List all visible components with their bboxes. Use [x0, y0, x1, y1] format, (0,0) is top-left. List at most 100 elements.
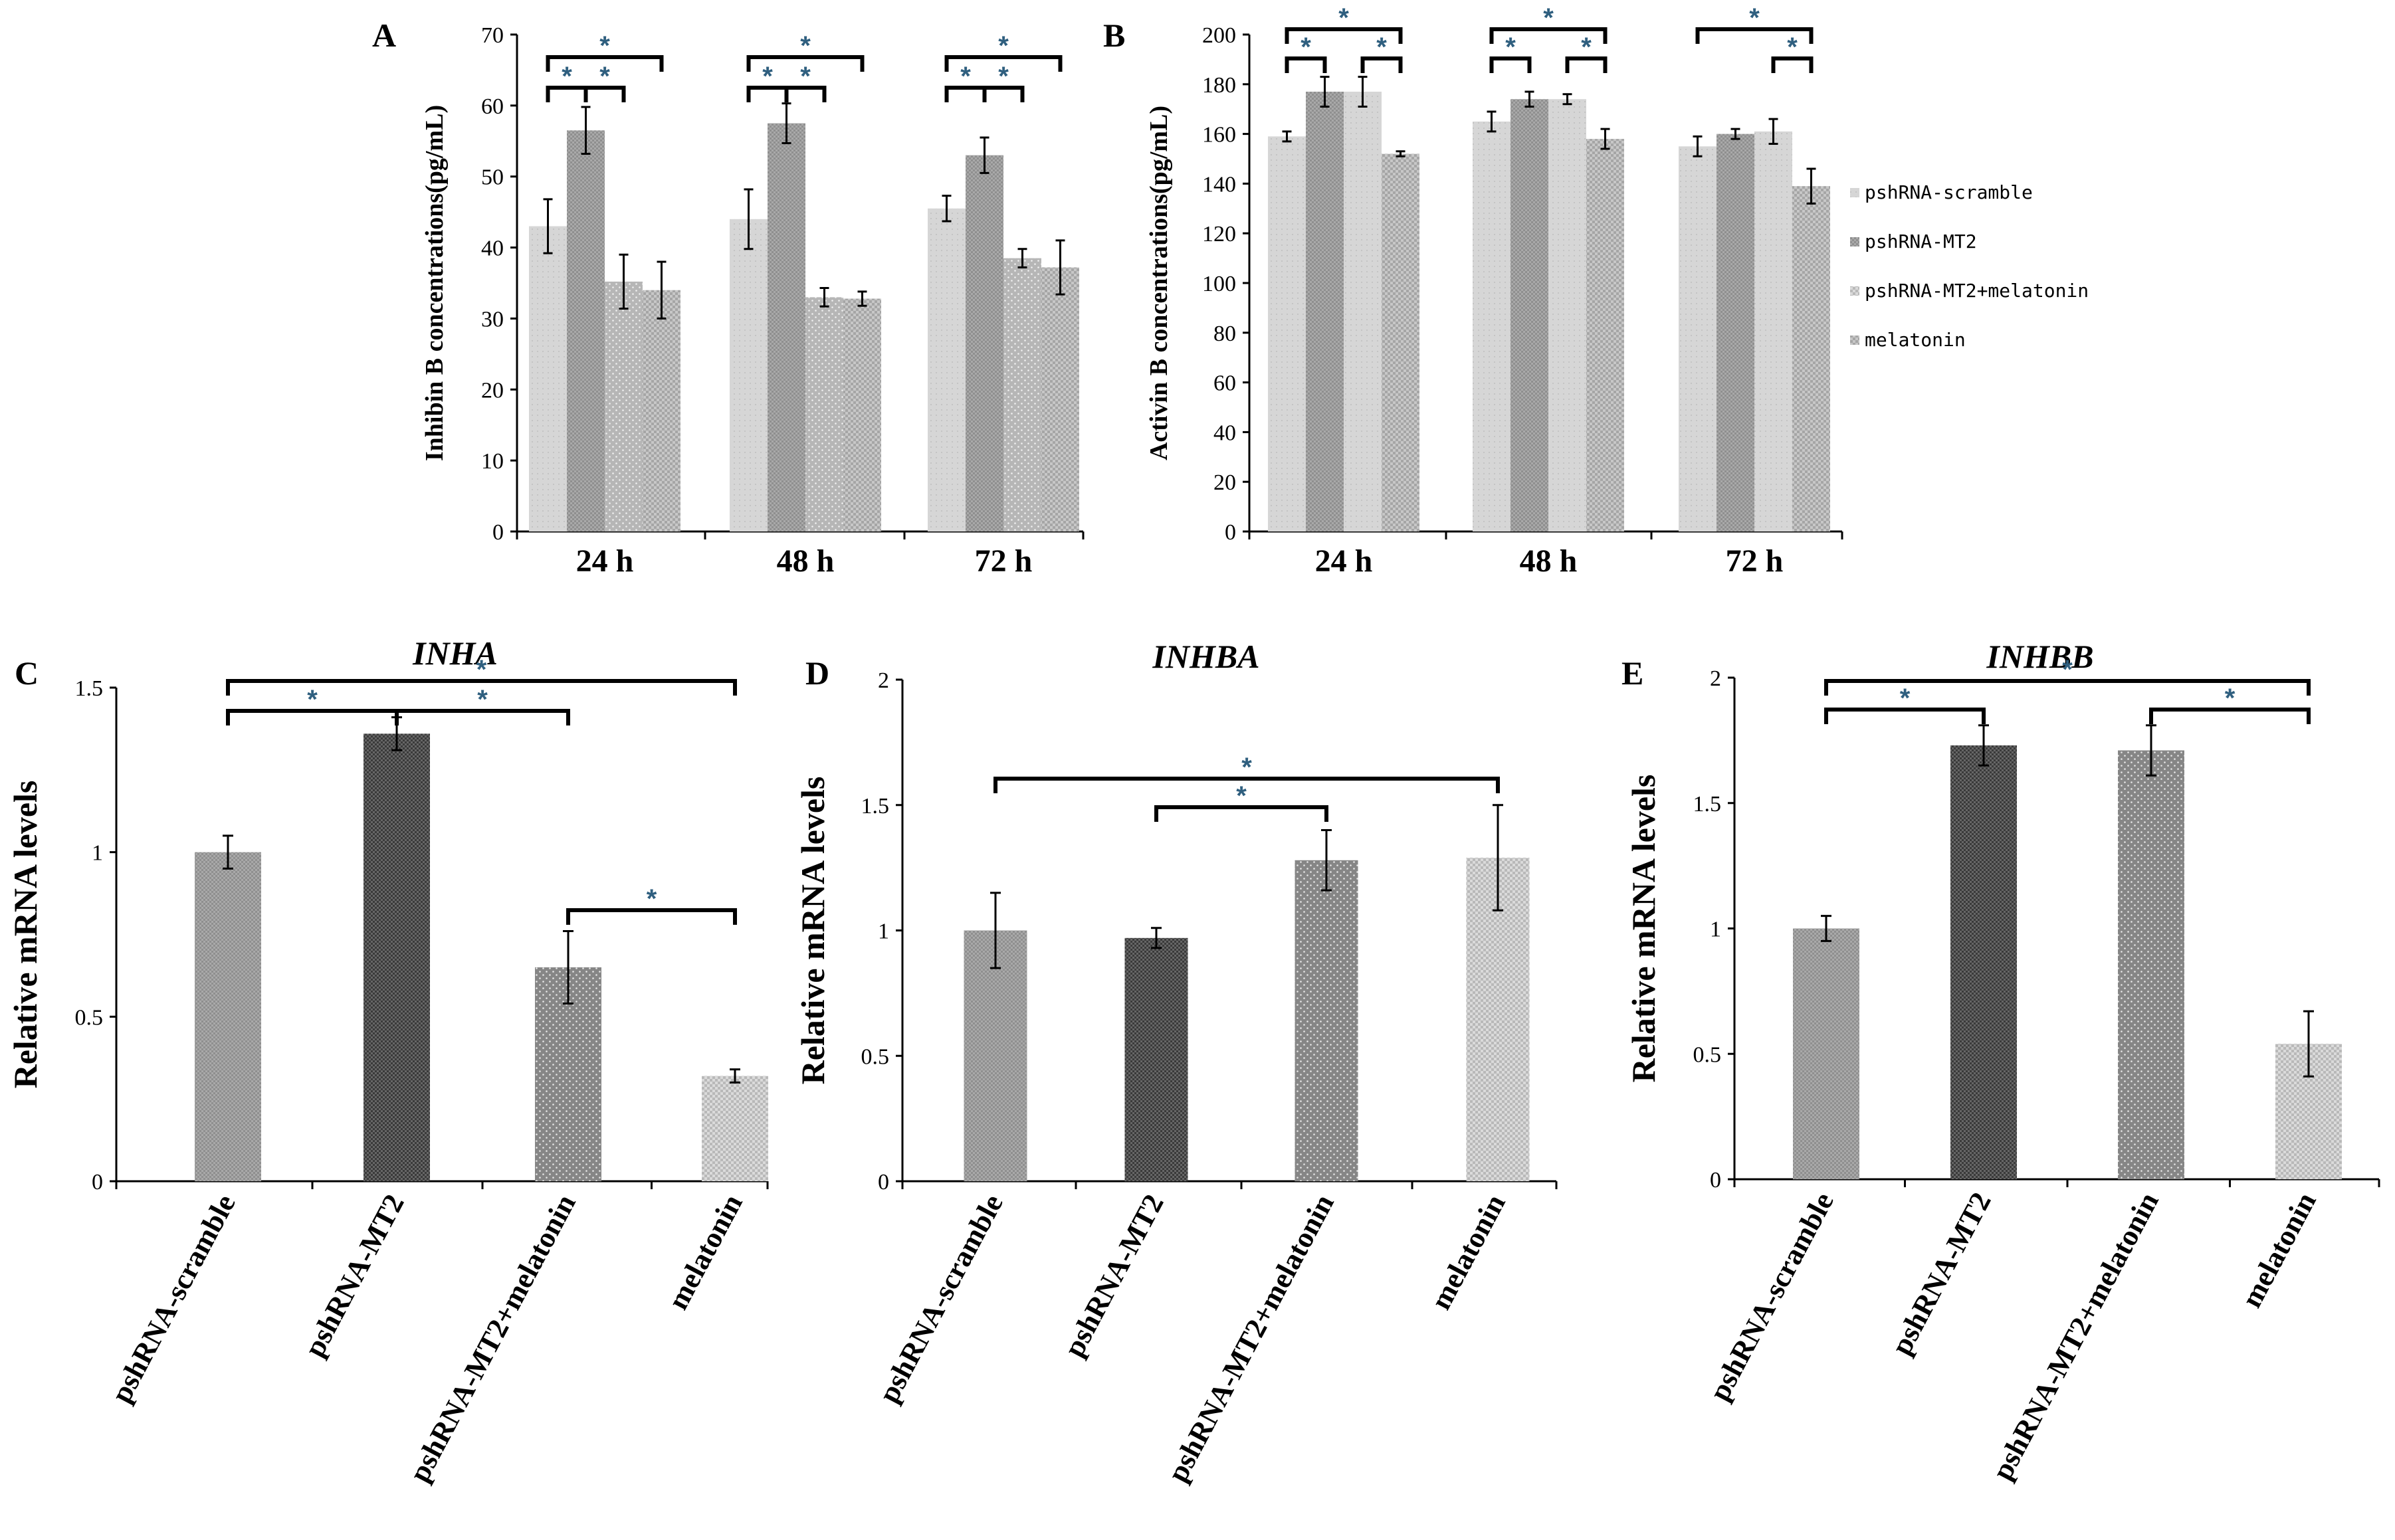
- y-axis-title-b: Activin B concentrations(pg/mL): [1145, 106, 1173, 460]
- significance-bracket: [944, 55, 1063, 72]
- significance-star: *: [1338, 3, 1349, 33]
- y-tick-label-c: 0: [92, 1170, 103, 1195]
- y-tick-label-c: 0.5: [75, 1005, 104, 1030]
- significance-star: *: [1241, 753, 1252, 782]
- significance-star: *: [1900, 684, 1911, 713]
- significance-star: *: [1543, 3, 1554, 33]
- y-axis-title-a: Inhibin B concentrations(pg/mL): [421, 105, 449, 461]
- x-category-label-melatonin: melatonin: [2235, 1187, 2323, 1313]
- bar-melatonin: [1382, 153, 1419, 531]
- error-bar: [1321, 829, 1332, 892]
- y-axis-title-c: Relative mRNA levels: [7, 781, 44, 1089]
- error-bar: [1693, 135, 1703, 157]
- x-category-label-24-h: 24 h: [1315, 543, 1373, 579]
- bar-pshrna-scramble: [1473, 121, 1510, 531]
- error-bar: [1806, 167, 1816, 205]
- significance-bracket: [1360, 56, 1403, 73]
- x-category-label-pshrna-mt2-melatonin: pshRNA-MT2+melatonin: [1161, 1189, 1340, 1488]
- bar-pshrna-mt2: [1950, 745, 2017, 1179]
- error-bar: [1151, 927, 1162, 949]
- significance-bracket: [1824, 708, 1986, 724]
- significance-star: *: [476, 655, 487, 684]
- significance-star: *: [1787, 33, 1798, 62]
- bar-melatonin: [1466, 858, 1530, 1181]
- significance-bracket: [546, 55, 664, 72]
- panel-d: D INHBA 0 0.5 1 1.5 2 Relative mRNA levels pshRN…: [794, 638, 1558, 1488]
- significance-bracket: [1824, 679, 2311, 696]
- y-tick-label-b: 140: [1202, 172, 1236, 197]
- significance-bracket: [1154, 805, 1328, 822]
- bar-pshrna-mt2-melatonin: [1003, 258, 1041, 531]
- significance-star: *: [762, 62, 773, 91]
- significance-bracket: [583, 86, 626, 102]
- bar-pshrna-mt2: [1510, 99, 1548, 532]
- chart-title-e: INHBB: [1986, 638, 2093, 675]
- legend-swatch-melatonin: [1850, 336, 1859, 345]
- significance-star: *: [2225, 684, 2236, 713]
- legend-swatch-pshrna-mt2-melatonin: [1850, 286, 1859, 296]
- y-tick-label-e: 1.5: [1693, 792, 1722, 817]
- significance-star: *: [562, 62, 572, 91]
- y-tick-label-b: 180: [1202, 73, 1236, 98]
- y-tick-label-b: 40: [1213, 421, 1236, 445]
- bar-pshrna-mt2-melatonin: [605, 281, 643, 531]
- y-tick-label-e: 2: [1710, 666, 1721, 691]
- significance-star: *: [1581, 33, 1592, 62]
- y-tick-label-d: 0: [878, 1170, 889, 1195]
- y-tick-label-a: 40: [481, 237, 504, 261]
- significance-star: *: [1236, 781, 1247, 811]
- x-category-label-72-h: 72 h: [975, 543, 1033, 579]
- error-bar: [1493, 804, 1503, 912]
- x-category-label-pshrna-mt2: pshRNA-MT2: [298, 1189, 411, 1362]
- y-tick-label-d: 2: [878, 668, 889, 693]
- y-tick-label-c: 1: [92, 841, 103, 866]
- significance-bracket: [226, 679, 737, 696]
- y-tick-label-b: 60: [1213, 371, 1236, 396]
- y-tick-label-d: 1.5: [861, 794, 890, 818]
- bar-pshrna-scramble: [964, 930, 1027, 1181]
- chart-title-c: INHA: [412, 634, 498, 672]
- x-category-label-melatonin: melatonin: [1424, 1189, 1512, 1315]
- significance-bracket: [1565, 56, 1608, 73]
- significance-star: *: [960, 62, 971, 91]
- error-bar: [2303, 1010, 2314, 1078]
- y-tick-label-a: 10: [481, 449, 504, 474]
- x-category-label-pshrna-mt2: pshRNA-MT2: [1885, 1187, 1998, 1360]
- x-category-label-pshrna-mt2: pshRNA-MT2: [1057, 1189, 1170, 1362]
- bar-pshrna-mt2-melatonin: [1295, 860, 1358, 1181]
- panel-letter-b: B: [1103, 17, 1125, 54]
- y-axis-title-d: Relative mRNA levels: [794, 777, 831, 1085]
- panel-letter-a: A: [372, 17, 396, 54]
- significance-star: *: [599, 31, 610, 60]
- error-bar: [1768, 118, 1778, 145]
- significance-star: *: [998, 31, 1009, 60]
- panel-letter-e: E: [1621, 654, 1643, 692]
- error-bar: [1320, 76, 1330, 108]
- significance-bracket: [566, 908, 737, 925]
- error-bar: [857, 290, 867, 307]
- x-category-label-pshrna-scramble: pshRNA-scramble: [873, 1189, 1009, 1408]
- error-bar: [1282, 130, 1292, 143]
- y-tick-label-a: 30: [481, 307, 504, 332]
- significance-bracket: [1695, 27, 1814, 44]
- y-tick-label-a: 50: [481, 165, 504, 190]
- bar-melatonin: [843, 298, 881, 531]
- error-bar: [2146, 724, 2156, 777]
- error-bar: [1524, 90, 1534, 108]
- panel-a: A 0 10 20 30 40 50 60 70 Inhibin B concentrations…: [372, 17, 1085, 579]
- legend-label-pshrna-mt2: pshRNA-MT2: [1865, 231, 1977, 252]
- significance-star: *: [647, 884, 657, 914]
- error-bar: [1487, 110, 1497, 133]
- bar-pshrna-mt2-melatonin: [1754, 131, 1792, 532]
- error-bar: [1358, 76, 1368, 108]
- significance-star: *: [477, 685, 488, 714]
- x-category-label-48-h: 48 h: [777, 543, 835, 579]
- y-tick-label-b: 200: [1202, 23, 1236, 48]
- y-tick-label-a: 70: [481, 23, 504, 48]
- y-tick-label-e: 1: [1710, 917, 1721, 942]
- y-tick-label-b: 0: [1225, 520, 1236, 545]
- significance-bracket: [1489, 56, 1532, 73]
- significance-star: *: [1505, 33, 1516, 62]
- error-bar: [730, 1068, 740, 1084]
